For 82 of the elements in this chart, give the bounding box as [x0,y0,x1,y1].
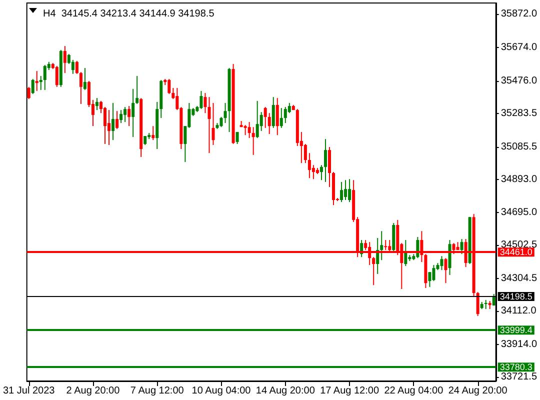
candlestick [448,240,452,276]
candlestick [204,92,207,114]
candlestick [75,60,78,74]
candlestick [284,106,287,124]
candlestick [244,124,247,136]
candlestick [380,230,384,261]
candlestick [440,256,444,271]
candlestick [104,106,107,144]
candlestick [324,138,327,182]
candlestick [272,96,275,128]
ref-line-label: 33999.4 [500,325,532,336]
candlestick [71,59,74,74]
candlestick [132,88,135,138]
candlestick [120,110,123,124]
candlestick [320,164,323,181]
candlestick [268,112,271,135]
candlestick [428,272,432,288]
candlestick [404,240,408,267]
candlestick [112,102,115,141]
candlestick [460,238,464,255]
x-tick-label: 14 Aug 20:00 [256,386,316,396]
candlestick [280,108,283,128]
candlestick [116,110,119,130]
x-tick-label: 31 Jul 2023 [2,386,56,396]
candlestick [124,106,127,123]
candlestick [55,65,58,88]
candlestick [108,110,111,146]
candlestick [252,126,255,156]
candlestick [432,264,436,282]
x-tick-label: 22 Aug 04:00 [384,386,444,396]
y-tick-label: 34304.5 [500,273,538,284]
candlestick [308,152,311,179]
candlestick [276,98,279,136]
x-tick-label: 10 Aug 04:00 [192,386,252,396]
candlestick [31,78,34,94]
candlestick [288,102,291,114]
y-tick-label: 35476.0 [500,75,538,86]
candlestick [328,146,331,188]
candlestick [248,122,251,139]
candlestick [39,75,42,90]
candlestick [224,102,227,124]
candlestick [168,78,171,94]
y-tick-label: 35283.5 [500,108,538,119]
y-tick-label: 35085.5 [500,141,538,152]
candlestick [484,299,488,310]
candlestick [152,126,155,141]
y-tick-label: 34112.0 [500,306,537,317]
text: H4 34145.4 34213.4 34144.9 34198.5 [43,8,215,20]
candlestick [476,292,480,316]
x-tick-label: 24 Aug 20:00 [448,386,508,396]
ref-line-label: 33780.3 [500,362,532,372]
candlestick [208,96,211,154]
candlestick [304,143,307,164]
candlestick [128,105,131,127]
candlestick [220,116,223,128]
candlestick [79,72,82,104]
candlestick [264,106,267,128]
candlestick [212,102,215,146]
candlestick [344,180,348,201]
x-tick-label: 7 Aug 12:00 [130,386,184,396]
candlestick [35,70,38,92]
candlestick [136,75,139,104]
candlestick [444,258,448,284]
candlestick [95,98,98,111]
y-tick-label: 35872.0 [500,8,538,20]
y-tick-label: 35674.0 [500,42,538,53]
candlestick [200,90,203,110]
candlestick [43,64,46,90]
candlestick [83,68,86,90]
x-tick-label: 2 Aug 20:00 [66,386,120,396]
y-tick-label: 34893.0 [500,174,538,185]
candlestick [348,178,352,203]
candlestick [63,46,66,74]
candlestick [372,256,376,286]
ref-line-label: 34198.5 [500,292,532,302]
candlestick [340,181,344,203]
y-tick-label: 33721.5 [500,372,538,383]
y-tick-label: 33914.0 [500,339,538,350]
candlestick [27,86,30,100]
candlestick [256,100,259,139]
y-tick-label: 34695.0 [500,207,538,218]
x-tick-label: 17 Aug 12:00 [320,386,380,396]
